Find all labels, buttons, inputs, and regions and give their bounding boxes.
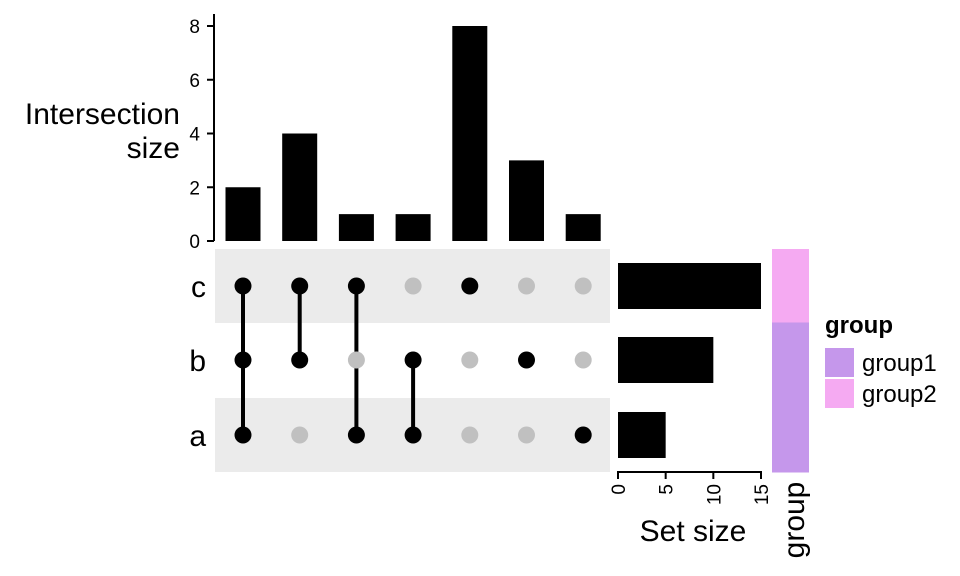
matrix-dot-active — [347, 277, 365, 295]
intersection-bar — [395, 214, 431, 241]
intersection-axis-title-line1: Intersection — [25, 98, 180, 131]
set-labels: c b a — [189, 271, 206, 453]
matrix-dot-active — [291, 351, 309, 369]
group-cell-a — [772, 397, 809, 473]
set-size-axis-tick-label: 15 — [752, 484, 773, 505]
intersection-size-axis: 0 2 4 6 8 — [189, 14, 215, 253]
matrix-dot-active — [234, 277, 252, 295]
matrix-dot-inactive — [347, 351, 365, 369]
group-annotation-column — [772, 249, 809, 473]
set-size-bar-b — [618, 337, 714, 383]
legend-swatch-group2 — [825, 379, 854, 408]
matrix-dot-inactive — [518, 426, 535, 444]
intersection-axis-tick-label: 0 — [189, 232, 200, 253]
matrix-dot-active — [234, 426, 252, 444]
matrix-dot-active — [461, 277, 479, 295]
matrix-dot-inactive — [574, 351, 592, 369]
legend-swatch-group1 — [825, 348, 854, 377]
matrix-dot-inactive — [574, 277, 592, 295]
intersection-bar — [509, 160, 544, 241]
matrix-dot-active — [404, 351, 422, 369]
intersection-matrix — [234, 277, 592, 444]
matrix-dot-active — [518, 351, 535, 369]
matrix-dot-inactive — [461, 351, 479, 369]
matrix-dot-active — [291, 277, 309, 295]
intersection-bar — [452, 26, 488, 241]
matrix-dot-active — [347, 426, 365, 444]
group-axis-title: group — [778, 482, 811, 559]
group-cell-b — [772, 322, 809, 398]
set-label-a: a — [189, 420, 206, 453]
set-size-axis: 0 5 10 15 — [609, 471, 773, 505]
matrix-dot-inactive — [518, 277, 535, 295]
intersection-bars — [225, 26, 601, 241]
intersection-axis-title-line2: size — [127, 132, 180, 165]
set-size-axis-tick-label: 5 — [657, 484, 678, 495]
intersection-bar — [565, 214, 601, 241]
set-label-b: b — [189, 345, 206, 378]
set-size-axis-tick-label: 0 — [609, 484, 630, 495]
matrix-dot-active — [404, 426, 422, 444]
intersection-axis-tick-label: 4 — [189, 125, 200, 146]
set-size-bars — [618, 263, 761, 458]
intersection-axis-tick-label: 8 — [189, 17, 200, 38]
intersection-bar — [225, 187, 261, 241]
set-size-bar-c — [618, 263, 761, 309]
matrix-dot-active — [574, 426, 592, 444]
set-label-c: c — [191, 271, 206, 304]
legend-label-group2: group2 — [862, 381, 937, 408]
legend: group group1 group2 — [825, 312, 937, 408]
matrix-dot-inactive — [291, 426, 309, 444]
matrix-dot-inactive — [404, 277, 422, 295]
group-cell-c — [772, 249, 809, 324]
set-size-axis-title: Set size — [640, 515, 747, 548]
intersection-axis-tick-label: 2 — [189, 178, 200, 199]
set-size-axis-tick-label: 10 — [704, 484, 725, 505]
legend-title: group — [825, 312, 893, 339]
intersection-axis-tick-label: 6 — [189, 71, 200, 92]
matrix-dot-active — [234, 351, 252, 369]
intersection-bar — [338, 214, 374, 241]
set-size-bar-a — [618, 412, 666, 458]
intersection-bar — [282, 133, 318, 241]
legend-label-group1: group1 — [862, 350, 937, 377]
matrix-dot-inactive — [461, 426, 479, 444]
